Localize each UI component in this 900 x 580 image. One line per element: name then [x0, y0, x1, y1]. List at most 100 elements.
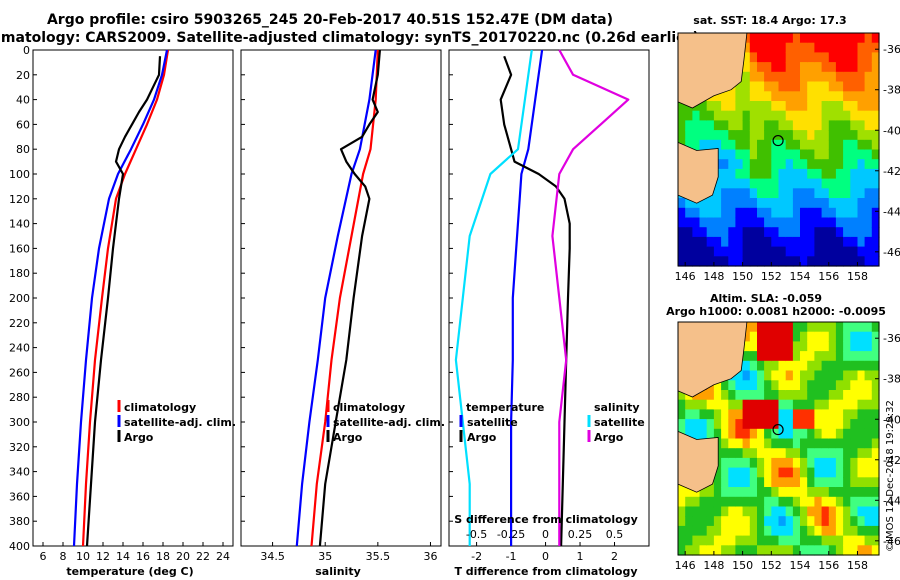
map-cell [850, 331, 859, 342]
map-cell [721, 91, 729, 102]
map-cell [807, 438, 815, 449]
y-tick-label: 300 [9, 416, 30, 429]
map-cell [800, 428, 808, 440]
map-cell [728, 487, 737, 498]
map-cell [828, 101, 837, 112]
map-cell [864, 149, 873, 160]
map-cell [864, 419, 873, 430]
map-cell [843, 419, 851, 430]
map-cell [742, 130, 751, 141]
map-cell [757, 91, 765, 102]
map-cell [800, 322, 808, 333]
map-cell [835, 101, 844, 112]
map-cell [678, 227, 686, 238]
map-cell [749, 256, 758, 267]
map-cell [721, 390, 729, 401]
map-cell [764, 91, 772, 102]
map-cell [749, 91, 758, 102]
map-y-tick-label: -36 [883, 332, 900, 345]
map-cell [771, 110, 780, 121]
map-cell [678, 506, 686, 517]
map-cell [742, 178, 751, 189]
map-cell [749, 33, 758, 44]
map-cell [735, 399, 744, 410]
map-cell [685, 409, 693, 420]
map-cell [821, 81, 830, 92]
map-cell [814, 91, 823, 102]
map-cell [835, 91, 844, 102]
map-cell [792, 71, 801, 83]
map-cell [713, 227, 722, 238]
map-cell [685, 419, 693, 430]
map-cell [814, 207, 823, 219]
map-cell [828, 52, 837, 63]
map-cell [814, 62, 823, 73]
map-cell [864, 236, 873, 248]
map-cell [771, 120, 780, 131]
map-cell [864, 322, 873, 333]
map-cell [814, 198, 823, 209]
map-cell [692, 428, 701, 440]
map-cell [871, 506, 880, 517]
map-cell [807, 246, 815, 257]
map-cell [850, 341, 859, 352]
map-cell [706, 535, 715, 546]
legend-title-temperature: temperature [466, 401, 544, 414]
map-cell [807, 178, 815, 189]
map-cell [821, 149, 830, 160]
map-cell [792, 438, 801, 449]
map-cell [728, 227, 737, 238]
map-cell [835, 525, 844, 537]
map-cell [749, 487, 758, 498]
map-cell [821, 545, 830, 556]
map-cell [757, 168, 765, 180]
map-cell [721, 217, 729, 228]
s-difference-axis-label: S difference from climatology [454, 513, 638, 526]
map-cell [785, 457, 794, 469]
map-cell [821, 525, 830, 537]
map-cell [735, 477, 744, 488]
map-cell [685, 207, 693, 219]
map-cell [728, 525, 737, 537]
y-tick-label: 100 [9, 168, 30, 181]
map-cell [807, 428, 815, 440]
map-cell [771, 227, 780, 238]
legend-label-s-argo: Argo [594, 431, 624, 444]
map-cell [835, 467, 844, 478]
map-cell [857, 207, 866, 219]
map-cell [742, 419, 751, 430]
map-cell [792, 351, 801, 362]
map-cell [850, 487, 859, 498]
map-cell [757, 331, 765, 342]
map-cell [800, 110, 808, 121]
map-cell [828, 159, 837, 170]
map-cell [871, 380, 880, 391]
map-cell [871, 130, 880, 141]
map-cell [800, 168, 808, 180]
map-cell [821, 52, 830, 63]
map-cell [713, 477, 722, 488]
map-cell [850, 322, 859, 333]
map-cell [792, 525, 801, 537]
map-land-tasmania [677, 141, 719, 204]
map-cell [749, 467, 758, 478]
map-y-tick-label: -46 [883, 246, 900, 259]
map-cell [757, 149, 765, 160]
map-cell [850, 419, 859, 430]
map-cell [857, 168, 866, 180]
map-cell [821, 322, 830, 333]
map-cell [792, 217, 801, 228]
map-cell [778, 256, 787, 267]
map-cell [792, 159, 801, 170]
map-cell [692, 256, 701, 267]
map-cell [713, 198, 722, 209]
map-cell [742, 71, 751, 83]
map-cell [864, 81, 873, 92]
map-cell [735, 370, 744, 381]
map-cell [721, 178, 729, 189]
map-cell [692, 139, 701, 151]
map-cell [800, 370, 808, 381]
map-cell [835, 506, 844, 517]
map-cell [864, 62, 873, 73]
map-cell [771, 236, 780, 248]
